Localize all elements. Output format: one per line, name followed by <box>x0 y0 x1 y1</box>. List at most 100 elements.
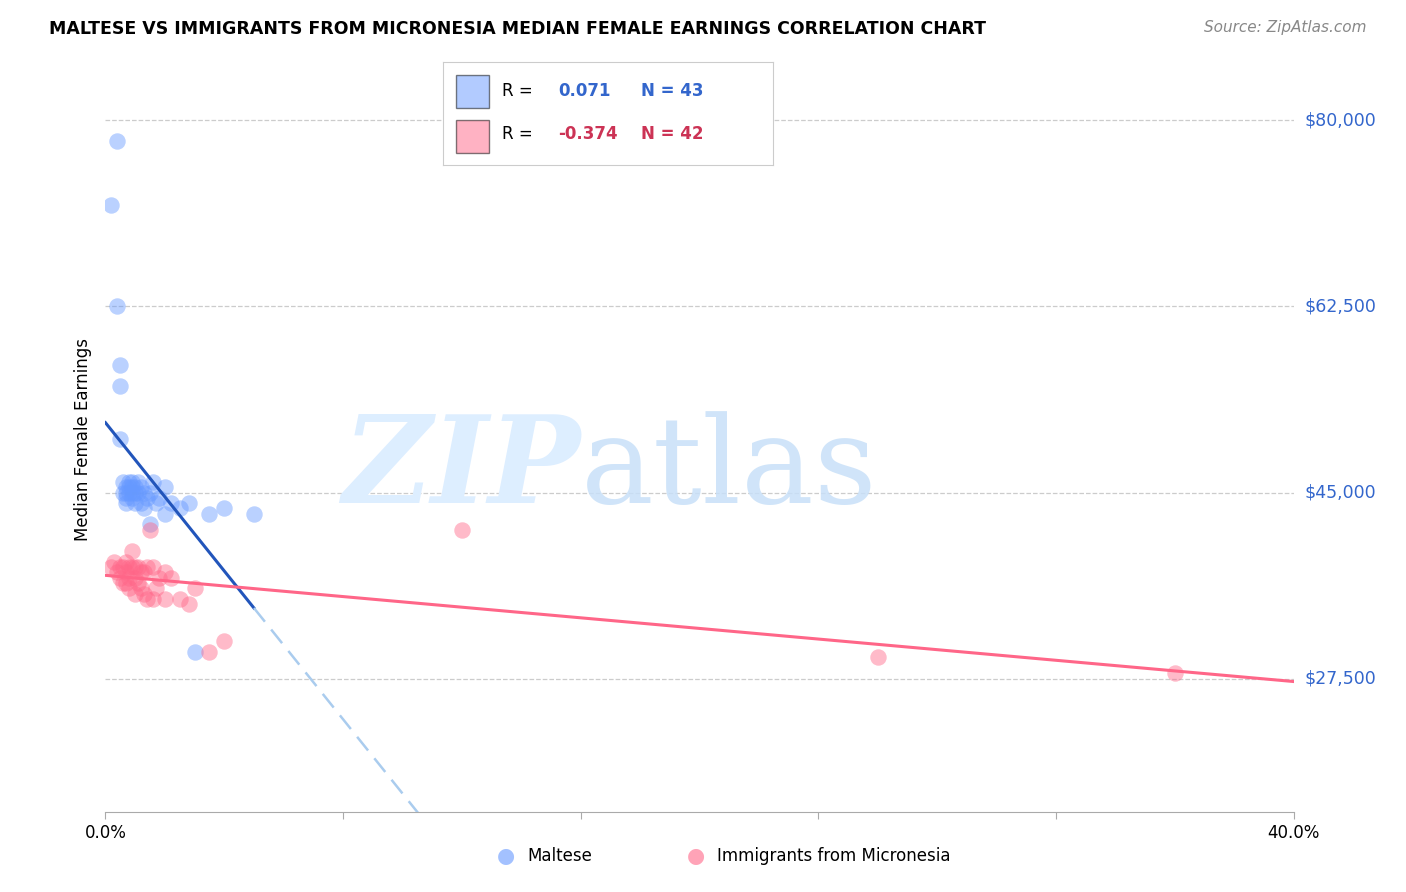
Point <box>110 560 132 574</box>
Point <box>124 571 146 585</box>
Point <box>159 571 181 585</box>
Point <box>145 496 167 510</box>
Point <box>105 135 128 149</box>
Text: $27,500: $27,500 <box>1305 670 1376 688</box>
Point <box>115 566 138 580</box>
Point <box>183 582 205 596</box>
Point <box>153 480 176 494</box>
Point <box>132 566 155 580</box>
Point <box>177 597 200 611</box>
Point <box>132 586 155 600</box>
Point <box>127 475 149 489</box>
Point <box>214 501 236 516</box>
Point <box>159 496 181 510</box>
Point <box>115 480 138 494</box>
Point <box>118 480 141 494</box>
Point <box>121 491 143 505</box>
Text: N = 43: N = 43 <box>641 82 703 100</box>
Point <box>139 485 162 500</box>
Text: ZIP: ZIP <box>343 409 581 528</box>
Text: $62,500: $62,500 <box>1305 297 1376 315</box>
Text: -0.374: -0.374 <box>558 125 619 144</box>
Point <box>198 507 221 521</box>
Point <box>214 634 236 648</box>
Point <box>100 560 122 574</box>
Point <box>136 491 159 505</box>
Point <box>118 571 141 585</box>
Point <box>112 560 135 574</box>
Text: Maltese: Maltese <box>527 847 592 865</box>
Point <box>198 645 221 659</box>
Point <box>129 566 152 580</box>
Text: 0.071: 0.071 <box>558 82 612 100</box>
Point <box>153 507 176 521</box>
Point <box>121 485 143 500</box>
Text: ●: ● <box>688 847 704 866</box>
Point <box>105 299 128 313</box>
Point <box>118 475 141 489</box>
Point <box>169 501 191 516</box>
Point <box>127 485 149 500</box>
Point <box>132 501 155 516</box>
Point <box>145 582 167 596</box>
Point <box>121 480 143 494</box>
Point <box>127 560 149 574</box>
Point <box>148 491 170 505</box>
Point <box>110 358 132 372</box>
Y-axis label: Median Female Earnings: Median Female Earnings <box>73 338 91 541</box>
Text: N = 42: N = 42 <box>641 125 703 144</box>
Point <box>142 560 165 574</box>
Point <box>110 379 132 393</box>
Point <box>115 555 138 569</box>
Point <box>866 650 889 665</box>
Text: atlas: atlas <box>581 410 877 527</box>
Point <box>121 560 143 574</box>
Text: $45,000: $45,000 <box>1305 483 1376 501</box>
Point <box>142 591 165 606</box>
Point <box>121 544 143 558</box>
Point <box>121 475 143 489</box>
Point <box>112 475 135 489</box>
Point <box>129 496 152 510</box>
Point <box>118 485 141 500</box>
Text: R =: R = <box>502 125 538 144</box>
Point <box>124 485 146 500</box>
Point <box>118 560 141 574</box>
Point <box>450 523 472 537</box>
Point <box>132 485 155 500</box>
Point <box>118 582 141 596</box>
Point <box>127 576 149 591</box>
Point <box>103 555 125 569</box>
Point <box>129 480 152 494</box>
Point <box>139 523 162 537</box>
Point <box>153 591 176 606</box>
Point <box>115 496 138 510</box>
Point <box>183 645 205 659</box>
Point <box>112 576 135 591</box>
Point <box>100 198 122 212</box>
Point <box>112 485 135 500</box>
Point <box>1164 666 1187 681</box>
Point <box>142 475 165 489</box>
Point <box>110 433 132 447</box>
Text: ●: ● <box>498 847 515 866</box>
Point <box>139 517 162 532</box>
Point <box>115 485 138 500</box>
Text: Source: ZipAtlas.com: Source: ZipAtlas.com <box>1204 20 1367 35</box>
Point <box>115 576 138 591</box>
Text: Immigrants from Micronesia: Immigrants from Micronesia <box>717 847 950 865</box>
Point <box>124 560 146 574</box>
FancyBboxPatch shape <box>456 75 489 108</box>
FancyBboxPatch shape <box>456 120 489 153</box>
Point <box>169 591 191 606</box>
Point <box>148 571 170 585</box>
Point <box>129 582 152 596</box>
Text: R =: R = <box>502 82 533 100</box>
Point <box>124 480 146 494</box>
Point <box>105 566 128 580</box>
Text: $80,000: $80,000 <box>1305 112 1376 129</box>
Point <box>115 491 138 505</box>
Point <box>124 496 146 510</box>
Point <box>124 586 146 600</box>
Point <box>136 560 159 574</box>
